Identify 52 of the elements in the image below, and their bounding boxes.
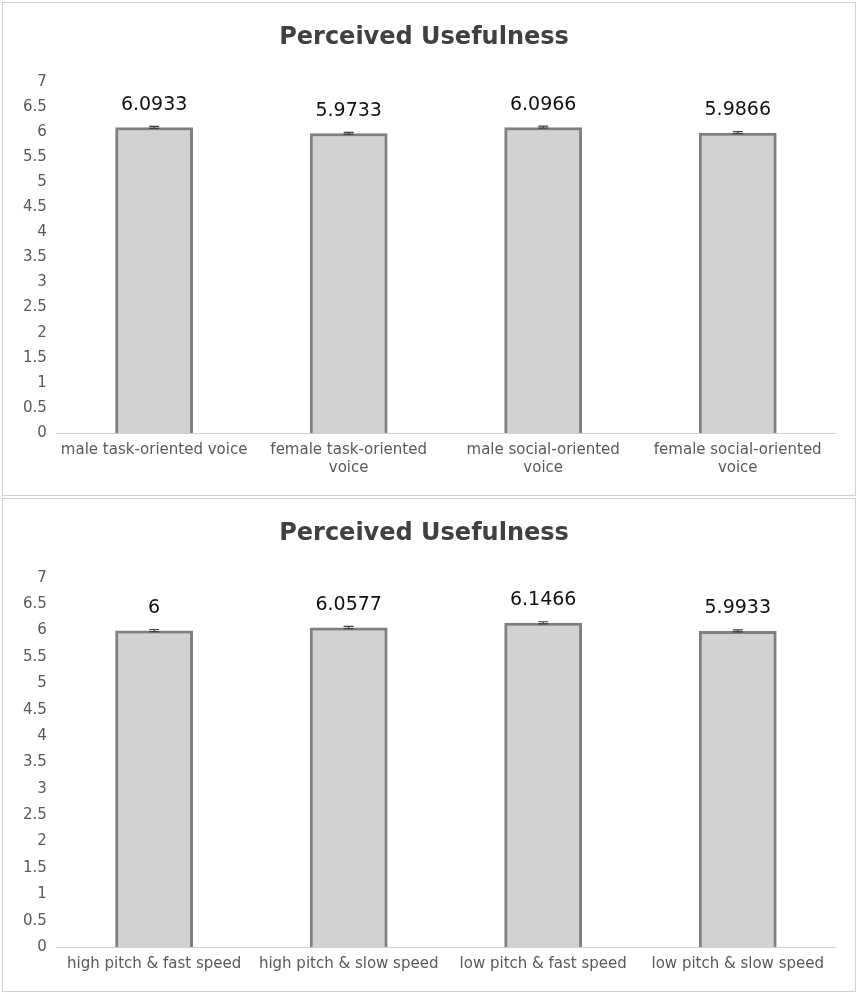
y-tick-label: 5.5 (23, 646, 47, 665)
y-tick-label: 4.5 (23, 197, 47, 216)
y-tick-label: 4.5 (23, 699, 47, 718)
y-tick-label: 3.5 (23, 752, 47, 771)
bar (504, 622, 583, 947)
y-tick-label: 4 (37, 222, 47, 241)
y-tick-label: 5.5 (23, 146, 47, 165)
y-tick-label: 6.5 (23, 96, 47, 115)
y-tick-label: 6 (37, 620, 47, 639)
y-tick-label: 1 (37, 372, 47, 391)
y-tick-label: 0 (37, 422, 47, 441)
y-tick-label: 2.5 (23, 297, 47, 316)
bar (115, 630, 194, 947)
bar (309, 627, 388, 947)
y-tick-label: 2 (37, 831, 47, 850)
x-tick-label: female social-oriented voice (653, 439, 822, 476)
x-tick-label: male task-oriented voice (60, 439, 248, 458)
data-label: 5.9866 (704, 97, 771, 120)
y-tick-label: 7 (37, 567, 47, 586)
data-label: 6 (148, 594, 161, 617)
data-label: 5.9733 (315, 97, 382, 120)
y-tick-label: 1.5 (23, 347, 47, 366)
data-label: 6.0966 (509, 91, 577, 114)
x-tick-label: low pitch & slow speed (651, 953, 824, 972)
y-tick-label: 4 (37, 725, 47, 744)
y-tick-label: 0 (37, 936, 47, 955)
x-tick-label: high pitch & fast speed (66, 953, 242, 972)
x-tick-label: female task-oriented voice (270, 439, 427, 476)
y-tick-label: 1.5 (23, 857, 47, 876)
y-tick-label: 0.5 (23, 910, 47, 929)
x-tick-label: male social-oriented voice (466, 439, 620, 476)
y-tick-label: 2 (37, 322, 47, 341)
bar (698, 630, 777, 947)
x-tick-label: low pitch & fast speed (459, 953, 627, 972)
y-tick-label: 3 (37, 778, 47, 797)
y-tick-label: 3.5 (23, 247, 47, 266)
chart-title: Perceived Usefulness (279, 21, 569, 50)
y-tick-label: 5 (37, 172, 47, 191)
y-tick-label: 0.5 (23, 397, 47, 416)
data-label: 6.0933 (120, 91, 188, 114)
y-tick-label: 2.5 (23, 805, 47, 824)
data-label: 6.0577 (315, 591, 382, 614)
y-tick-label: 1 (37, 884, 47, 903)
chart-title: Perceived Usefulness (279, 517, 569, 546)
data-label: 6.1466 (509, 587, 577, 610)
y-tick-label: 5 (37, 673, 47, 692)
y-tick-label: 6.5 (23, 594, 47, 613)
y-tick-label: 3 (37, 272, 47, 291)
x-tick-label: high pitch & slow speed (258, 953, 439, 972)
y-tick-label: 7 (37, 71, 47, 90)
y-tick-label: 6 (37, 121, 47, 140)
data-label: 5.9933 (704, 595, 771, 618)
